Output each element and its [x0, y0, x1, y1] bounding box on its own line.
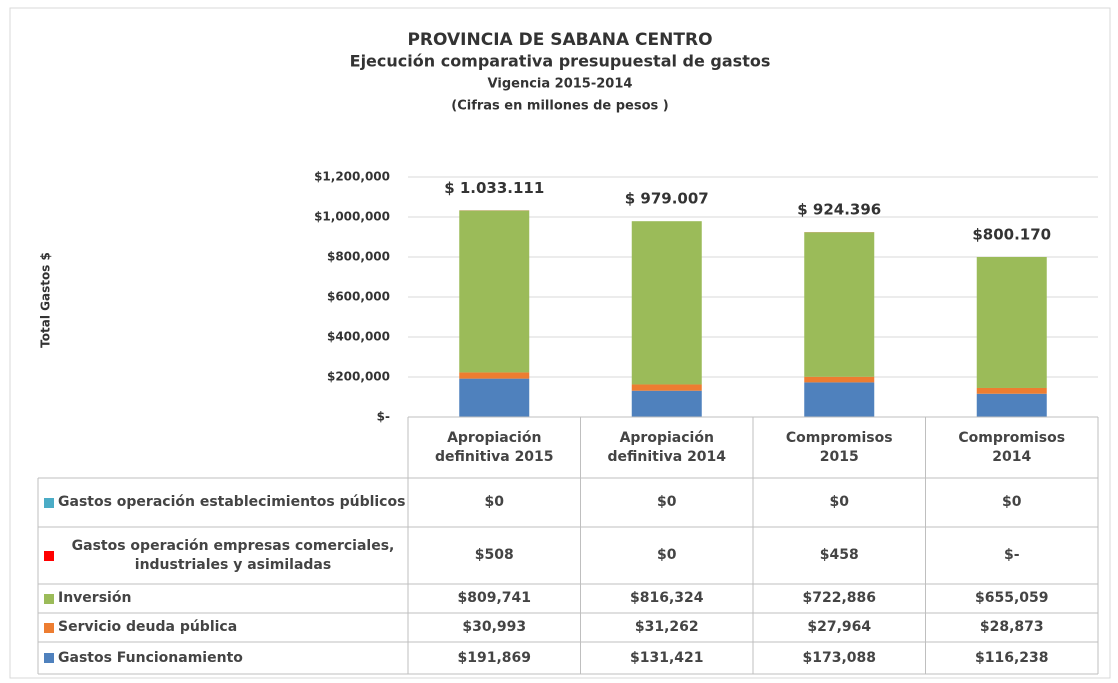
bar-segment [804, 232, 875, 377]
legend-label: Servicio deuda pública [58, 619, 238, 636]
row-label: Gastos Funcionamiento [38, 642, 408, 674]
table-value: $809,741 [457, 590, 531, 607]
table-value: $30,993 [462, 619, 527, 636]
table-value: $31,262 [634, 619, 699, 636]
table-value: $- [1003, 547, 1020, 564]
total-label: $ 1.033.111 [444, 179, 544, 197]
y-tick-label: $400,000 [327, 330, 390, 344]
table-value: $27,964 [807, 619, 872, 636]
category-header: Apropiación definitiva 2014 [607, 430, 727, 465]
total-label: $800.170 [972, 225, 1051, 243]
legend-key [44, 622, 54, 633]
table-value: $131,421 [629, 649, 704, 666]
category-header: Compromisos 2015 [785, 430, 893, 465]
bar-segment [631, 221, 702, 385]
legend-label: Gastos Funcionamiento [58, 649, 243, 666]
legend-key [44, 497, 54, 508]
table-value: $0 [657, 547, 677, 564]
y-tick-label: $- [377, 410, 390, 424]
row-label: Gastos operación empresas comerciales, i… [38, 527, 408, 584]
y-tick-label: $800,000 [327, 250, 390, 264]
row-label: Inversión [38, 584, 408, 613]
bar-segment [976, 256, 1047, 388]
y-tick-label: $600,000 [327, 290, 390, 304]
table-value: $0 [829, 494, 849, 511]
table-value: $173,088 [802, 649, 876, 666]
bar-segment [976, 393, 1047, 417]
category-header: Apropiación definitiva 2015 [434, 430, 554, 465]
table-value: $0 [657, 494, 677, 511]
bar-segment [459, 210, 530, 373]
chart-frame [9, 7, 1111, 679]
table-value: $816,324 [629, 590, 704, 607]
legend-label: Gastos operación empresas comerciales, i… [71, 538, 395, 573]
table-value: $116,238 [974, 649, 1049, 666]
row-label: Gastos operación establecimientos públic… [38, 478, 408, 527]
table-value: $191,869 [457, 649, 531, 666]
bar-segment [804, 376, 875, 383]
bar-segment [976, 387, 1047, 394]
legend-label: Gastos operación establecimientos públic… [58, 494, 406, 511]
total-label: $ 924.396 [797, 201, 881, 219]
bar-segment [459, 378, 530, 417]
legend-label: Inversión [58, 590, 132, 607]
total-label: $ 979.007 [625, 190, 709, 208]
bar-segment [631, 384, 702, 391]
legend-key [44, 593, 54, 604]
table-value: $508 [474, 547, 514, 564]
category-header: Compromisos 2014 [958, 430, 1066, 465]
table-value: $0 [484, 494, 504, 511]
table-value: $0 [1002, 494, 1022, 511]
y-tick-label: $1,000,000 [314, 210, 390, 224]
table-value: $28,873 [979, 619, 1044, 636]
legend-key [44, 653, 54, 663]
y-tick-label: $200,000 [327, 370, 390, 384]
chart-subtitle: Vigencia 2015-2014 [488, 77, 633, 92]
table-value: $458 [819, 547, 859, 564]
y-axis-label: Total Gastos $ [39, 252, 53, 348]
row-label: Servicio deuda pública [38, 613, 408, 642]
table-value: $655,059 [974, 590, 1049, 607]
legend-key [44, 550, 54, 561]
bar-segment [459, 372, 530, 379]
bar-segment [631, 390, 702, 417]
table-value: $722,886 [802, 590, 876, 607]
chart-subtitle: (Cifras en millones de pesos ) [451, 99, 668, 114]
y-tick-label: $1,200,000 [314, 170, 390, 184]
chart-title: PROVINCIA DE SABANA CENTRO [407, 30, 712, 50]
bar-segment [804, 382, 875, 417]
chart-subtitle: Ejecución comparativa presupuestal de ga… [350, 52, 771, 71]
